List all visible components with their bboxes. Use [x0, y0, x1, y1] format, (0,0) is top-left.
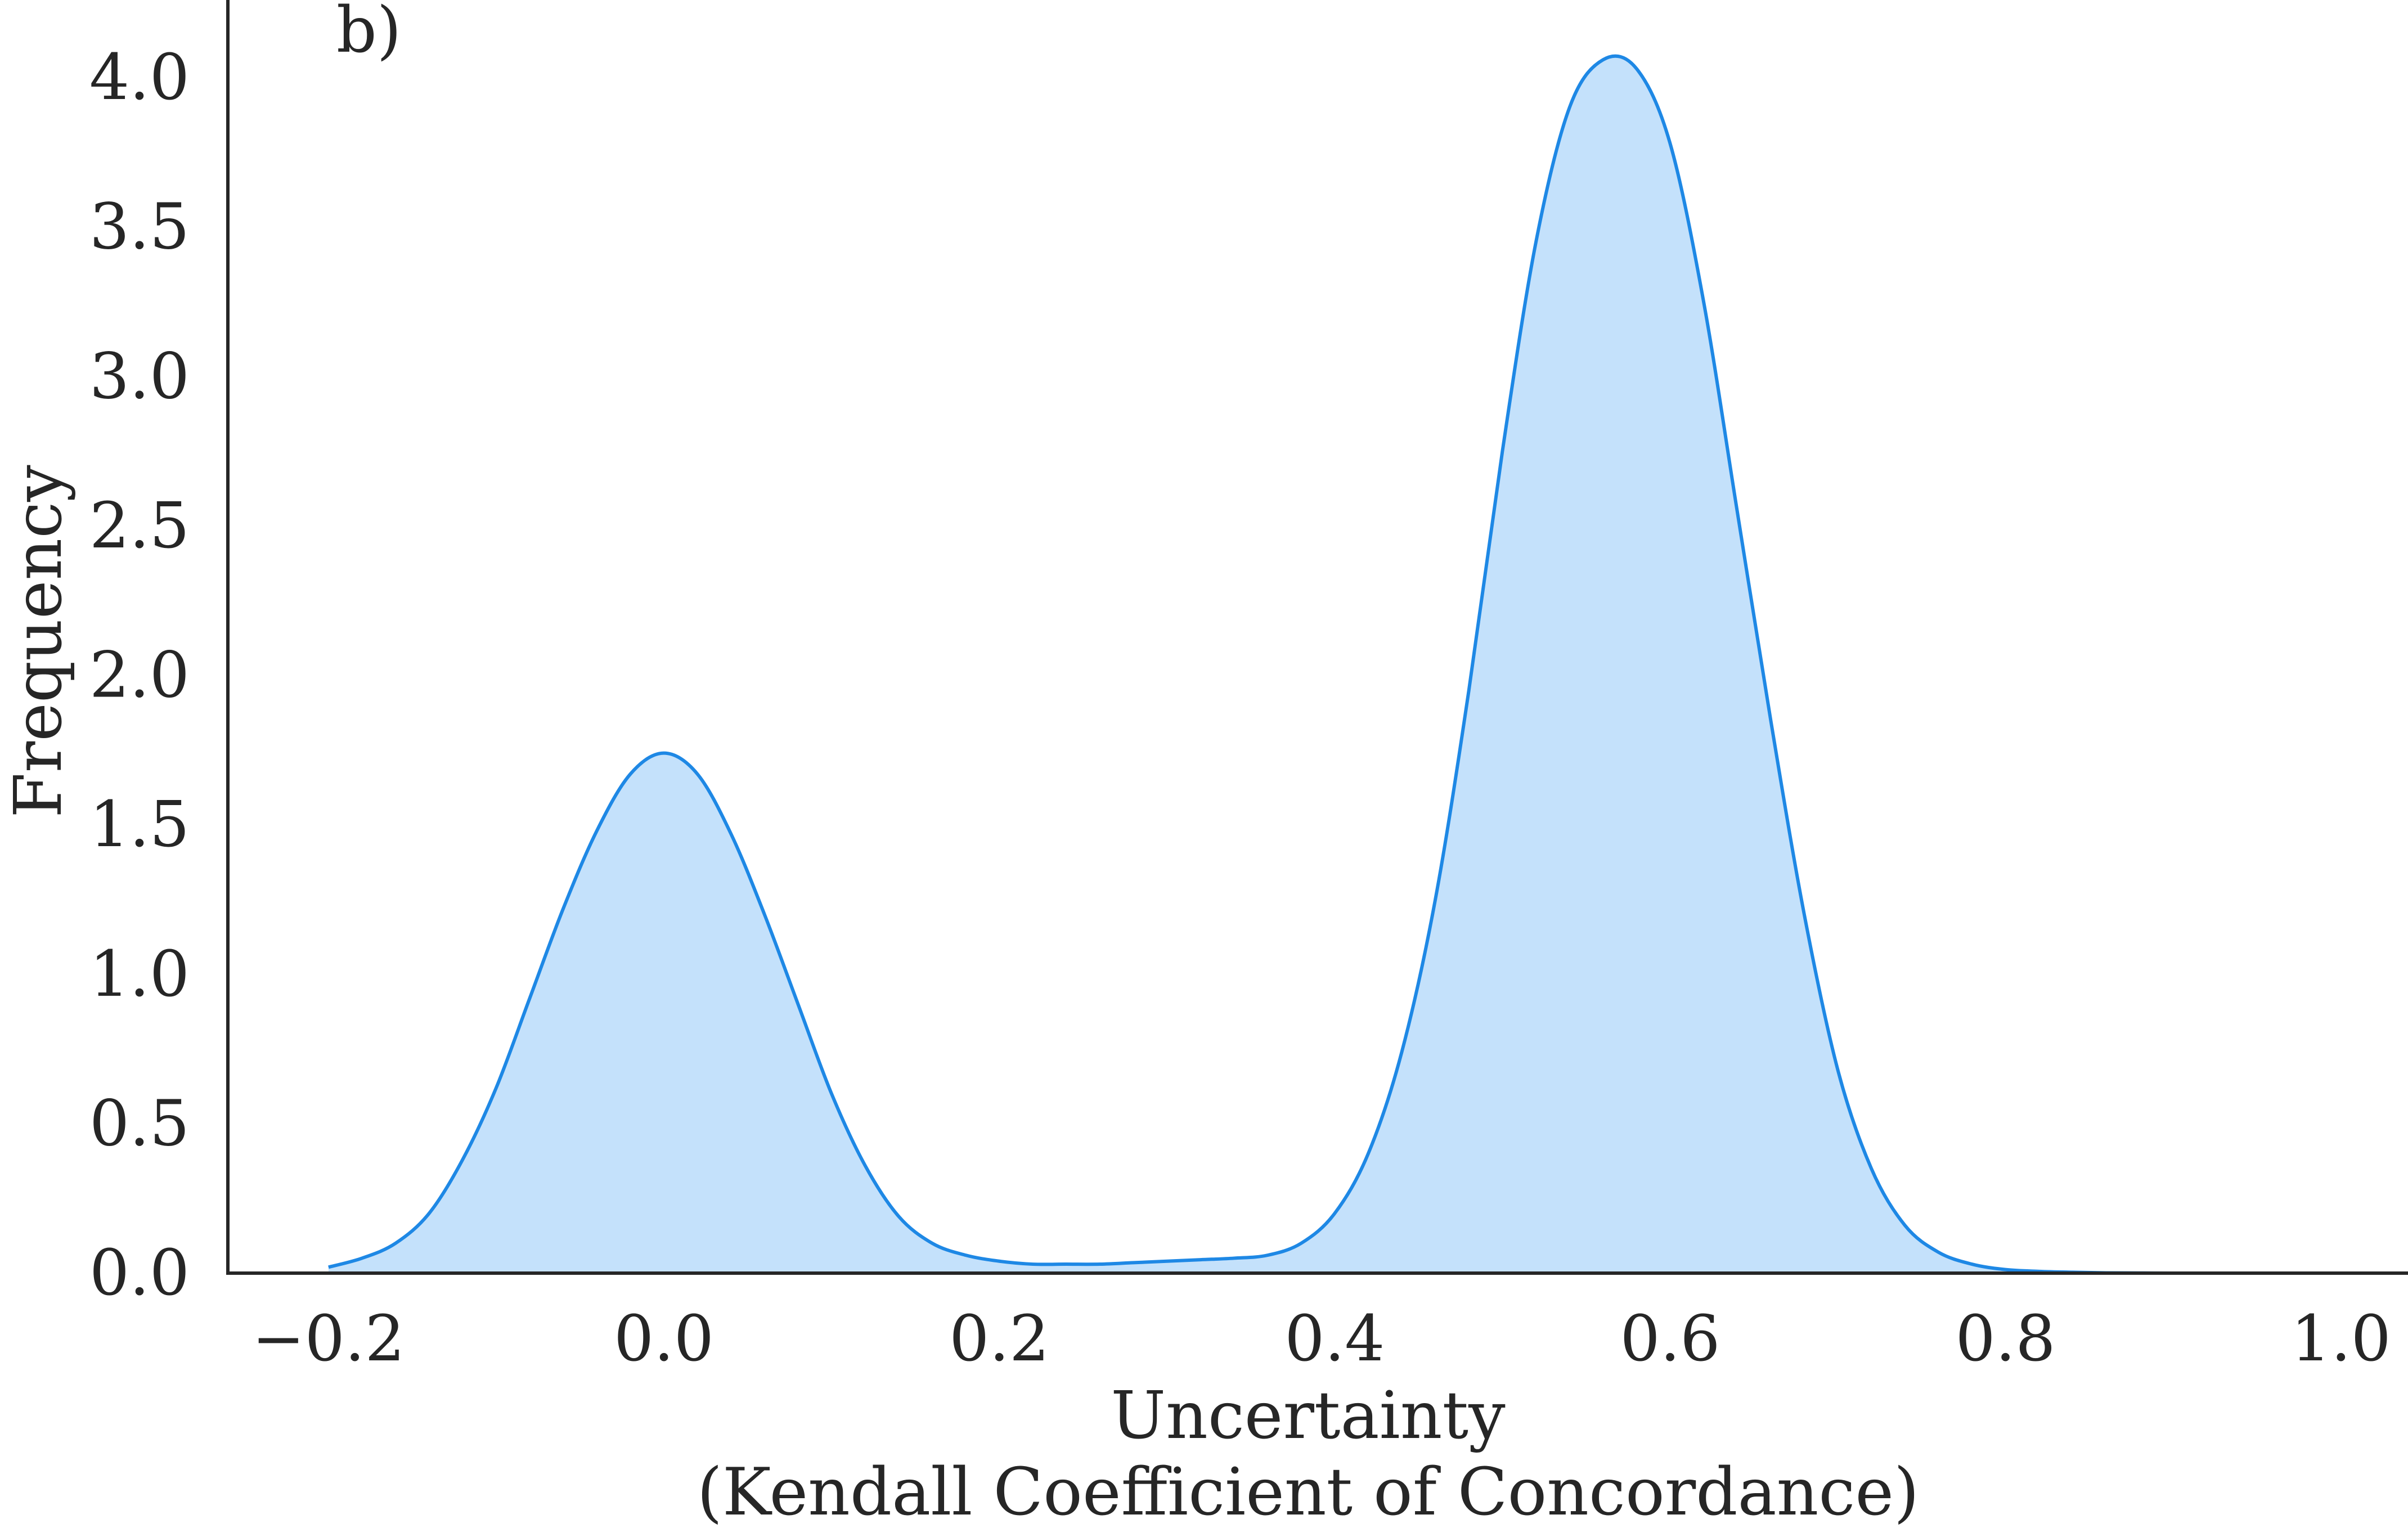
- x-tick-label: 0.0: [614, 1302, 714, 1376]
- y-tick-label: 2.0: [89, 639, 190, 712]
- y-tick-label: 3.5: [89, 191, 190, 264]
- x-tick-label: −0.2: [252, 1302, 405, 1376]
- x-tick-label: 1.0: [2291, 1302, 2391, 1376]
- x-tick-label: 0.4: [1284, 1302, 1385, 1376]
- y-tick-label: 1.5: [89, 788, 190, 861]
- y-tick-label: 3.0: [89, 340, 190, 413]
- x-tick-label: 0.8: [1956, 1302, 2056, 1376]
- x-axis-ticks: −0.2 0.0 0.2 0.4 0.6 0.8 1.0: [252, 1302, 2391, 1376]
- density-curve: [328, 54, 2173, 1275]
- x-axis-label: Uncertainty: [1111, 1378, 1506, 1454]
- y-tick-label: 2.5: [89, 489, 190, 563]
- y-axis-ticks: 0.0 0.5 1.0 1.5 2.0 2.5 3.0 3.5 4.0: [89, 41, 190, 1310]
- y-tick-label: 0.0: [89, 1237, 190, 1310]
- panel-label: b): [336, 0, 401, 67]
- plot-area: [328, 54, 2173, 1275]
- y-tick-label: 0.5: [89, 1087, 190, 1160]
- y-tick-label: 4.0: [89, 41, 190, 114]
- x-axis-label-subtitle: (Kendall Coefficient of Concordance): [697, 1454, 1920, 1528]
- density-fill-area: [328, 56, 2173, 1274]
- x-tick-label: 0.2: [949, 1302, 1049, 1376]
- y-tick-label: 1.0: [89, 938, 190, 1011]
- x-tick-label: 0.6: [1620, 1302, 1720, 1376]
- y-axis-label: Frequency: [1, 465, 77, 818]
